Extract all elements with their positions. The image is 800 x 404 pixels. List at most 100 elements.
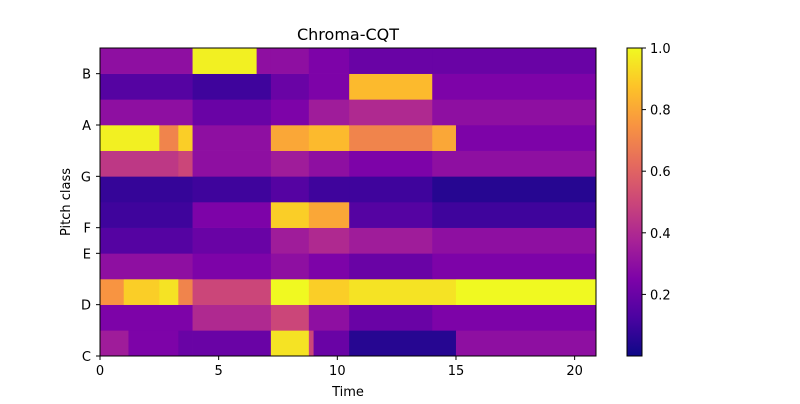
plot-frame (99, 47, 597, 357)
heatmap-cell (192, 150, 272, 177)
heatmap-cell (432, 73, 597, 100)
heatmap-cell (432, 125, 457, 151)
heatmap-cell (100, 227, 193, 254)
heatmap-cell (349, 125, 433, 151)
y-tick-label: G (81, 170, 91, 185)
heatmap-cell (270, 279, 310, 305)
heatmap-cell (308, 99, 350, 126)
heatmap-cell (270, 73, 310, 100)
heatmap-cell (308, 176, 350, 203)
heatmap-cell (270, 125, 310, 151)
heatmap-cell (455, 330, 597, 357)
heatmap-cell (308, 279, 350, 305)
heatmap-cell (432, 279, 457, 305)
heatmap-cell (308, 48, 350, 74)
heatmap-cell (270, 176, 310, 203)
heatmap-cell (432, 304, 597, 331)
y-axis-ticks: C D EF G A B (81, 68, 100, 365)
heatmap-cell (100, 73, 193, 100)
heatmap-cell (432, 227, 597, 254)
heatmap-cell (349, 330, 433, 357)
heatmap-cell (270, 99, 310, 126)
heatmap-cell (270, 48, 310, 74)
heatmap-cell (349, 279, 433, 305)
heatmap-cell (192, 253, 272, 280)
colorbar-tick-label: 0.2 (650, 288, 671, 303)
heatmap-cell (100, 279, 125, 305)
heatmap-cell (100, 253, 193, 280)
heatmap-cell (349, 48, 433, 74)
colorbar-tick-label: 1.0 (650, 42, 671, 57)
heatmap-cell (100, 99, 193, 126)
heatmap-cell (128, 330, 179, 357)
heatmap-cell (349, 150, 433, 177)
heatmap-cell (159, 125, 179, 151)
heatmap-cell (100, 176, 193, 203)
heatmap-cell (100, 330, 129, 357)
heatmap-cell (349, 304, 433, 331)
heatmap-cell (178, 330, 193, 357)
heatmap-cell (123, 279, 160, 305)
heatmap-cell (432, 48, 597, 74)
heatmap-cell (308, 202, 350, 228)
heatmap-cell (178, 279, 193, 305)
colorbar-ticks: 0.2 0.4 0.6 0.8 1.0 (642, 42, 671, 303)
heatmap-cell (432, 253, 597, 280)
heatmap-cell (308, 150, 350, 177)
heatmap-cell (308, 304, 350, 331)
heatmap-cell (100, 150, 179, 177)
heatmap-cell (455, 125, 597, 151)
chart-title: Chroma-CQT (297, 25, 399, 44)
heatmap-cell (308, 330, 314, 357)
heatmap-cell (349, 99, 433, 126)
heatmap-cell (270, 202, 310, 228)
x-tick-label: 20 (566, 364, 583, 379)
heatmap-cell (192, 73, 272, 100)
heatmap-cell (100, 202, 193, 228)
heatmap-cell (349, 253, 433, 280)
heatmap-cell (100, 125, 160, 151)
heatmap-cell (256, 48, 272, 74)
heatmap-cell (349, 73, 433, 100)
heatmap-cell (432, 176, 597, 203)
heatmap-cell (192, 227, 272, 254)
heatmap-cell (270, 330, 310, 357)
heatmap-cell (313, 330, 350, 357)
y-axis-label: Pitch class (59, 168, 74, 236)
heatmap-cell (100, 304, 193, 331)
y-tick-label: E (83, 247, 91, 262)
y-tick-label: F (84, 222, 91, 237)
heatmap-cell (192, 304, 272, 331)
y-tick-label: C (82, 350, 91, 365)
x-tick-label: 15 (448, 364, 465, 379)
heatmap-cell (455, 279, 597, 305)
heatmap (100, 48, 597, 357)
colorbar-tick-label: 0.4 (650, 227, 671, 242)
heatmap-cell (270, 304, 310, 331)
heatmap-cell (192, 48, 258, 74)
x-axis-ticks: 0 5 10 15 20 (96, 356, 583, 379)
heatmap-cell (308, 227, 350, 254)
x-tick-label: 10 (329, 364, 346, 379)
heatmap-cell (192, 279, 272, 305)
heatmap-cell (192, 330, 272, 357)
heatmap-cell (192, 99, 272, 126)
heatmap-cell (308, 73, 350, 100)
heatmap-cell (270, 253, 310, 280)
heatmap-cell (432, 330, 457, 357)
y-tick-label: D (81, 299, 91, 314)
heatmap-cell (270, 227, 310, 254)
colorbar-tick-label: 0.8 (650, 104, 671, 119)
colorbar-tick-label: 0.6 (650, 165, 671, 180)
heatmap-cell (349, 202, 433, 228)
colorbar (626, 47, 643, 357)
heatmap-cell (349, 227, 433, 254)
x-tick-label: 5 (215, 364, 223, 379)
heatmap-cell (308, 253, 350, 280)
x-axis-label: Time (331, 385, 364, 400)
heatmap-cell (308, 125, 350, 151)
y-tick-label: B (82, 68, 91, 83)
heatmap-cell (270, 150, 310, 177)
heatmap-cell (178, 125, 193, 151)
heatmap-cell (192, 176, 272, 203)
